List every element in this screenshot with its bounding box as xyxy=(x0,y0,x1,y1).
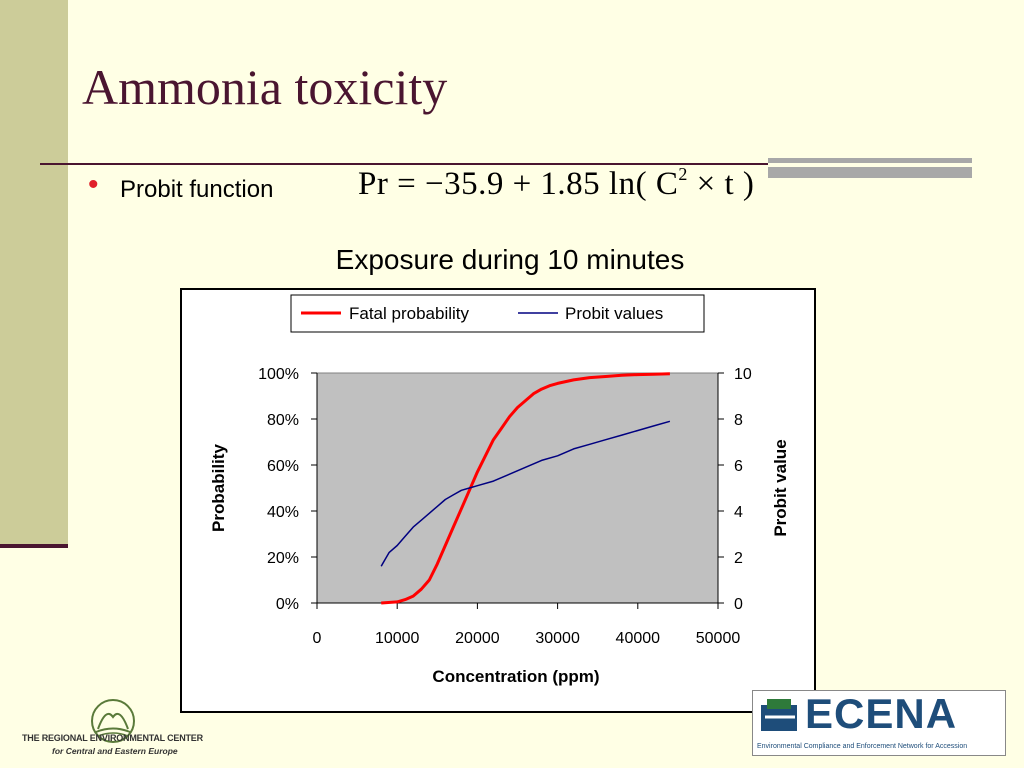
y-tick-label-left: 0% xyxy=(276,596,299,613)
x-tick-label: 0 xyxy=(313,630,322,647)
bullet-label: Probit function xyxy=(120,176,274,203)
series-line-fatal-probability xyxy=(381,372,670,605)
ecena-emblem-icon xyxy=(761,699,797,731)
probit-chart: 0% 20% 40% 60% 80% 100% 0 2 4 6 8 10 0 10000 20000 3000… xyxy=(209,294,790,686)
y-tick-label-left: 40% xyxy=(267,504,299,521)
y-tick-label-left: 20% xyxy=(267,550,299,567)
title-divider xyxy=(40,163,820,165)
y-tick-label-right: 0 xyxy=(734,596,743,613)
y-tick-label-left: 100% xyxy=(258,366,299,383)
x-tick-label: 50000 xyxy=(696,630,741,647)
y-tick-label-right: 4 xyxy=(734,504,743,521)
ecena-wordmark: ECENA xyxy=(805,690,958,737)
y-tick-label-right: 8 xyxy=(734,412,743,429)
plot-area xyxy=(317,373,718,603)
ecena-tagline: Environmental Compliance and Enforcement… xyxy=(757,743,968,750)
formula-exponent: 2 xyxy=(678,164,688,184)
bullet-icon: • xyxy=(88,168,99,201)
left-band-rule xyxy=(0,544,68,548)
formula-right: × t ) xyxy=(687,166,755,202)
y-tick-label-left: 60% xyxy=(267,458,299,475)
left-decor-band xyxy=(0,0,68,548)
rec-subtitle: for Central and Eastern Europe xyxy=(52,746,178,756)
y-tick-label-left: 80% xyxy=(267,412,299,429)
chart-caption: Exposure during 10 minutes xyxy=(335,244,685,275)
legend-label: Fatal probability xyxy=(349,304,470,323)
x-axis-title: Concentration (ppm) xyxy=(432,667,599,686)
probit-formula: Pr = −35.9 + 1.85 ln( C2 × t ) xyxy=(358,164,754,203)
x-tick-label: 40000 xyxy=(616,630,661,647)
x-tick-label: 30000 xyxy=(535,630,580,647)
y-tick-label-right: 2 xyxy=(734,550,743,567)
formula-left: Pr = −35.9 + 1.85 ln( C xyxy=(358,166,679,202)
y-axis-title-right: Probit value xyxy=(771,439,790,536)
y-tick-label-right: 10 xyxy=(734,366,752,383)
rec-name: THE REGIONAL ENVIRONMENTAL CENTER xyxy=(22,733,203,743)
legend-label: Probit values xyxy=(565,304,663,323)
x-tick-label: 20000 xyxy=(455,630,500,647)
ecena-logo: ECENA Environmental Compliance and Enfor… xyxy=(752,690,1006,756)
y-axis-title-left: Probability xyxy=(209,444,228,532)
slide-title: Ammonia toxicity xyxy=(82,59,448,115)
x-tick-label: 10000 xyxy=(375,630,420,647)
title-divider-accent xyxy=(768,158,972,178)
legend-box xyxy=(290,294,705,333)
series-line-probit-values xyxy=(380,420,671,567)
rec-logo-icon xyxy=(91,699,135,743)
y-tick-label-right: 6 xyxy=(734,458,743,475)
